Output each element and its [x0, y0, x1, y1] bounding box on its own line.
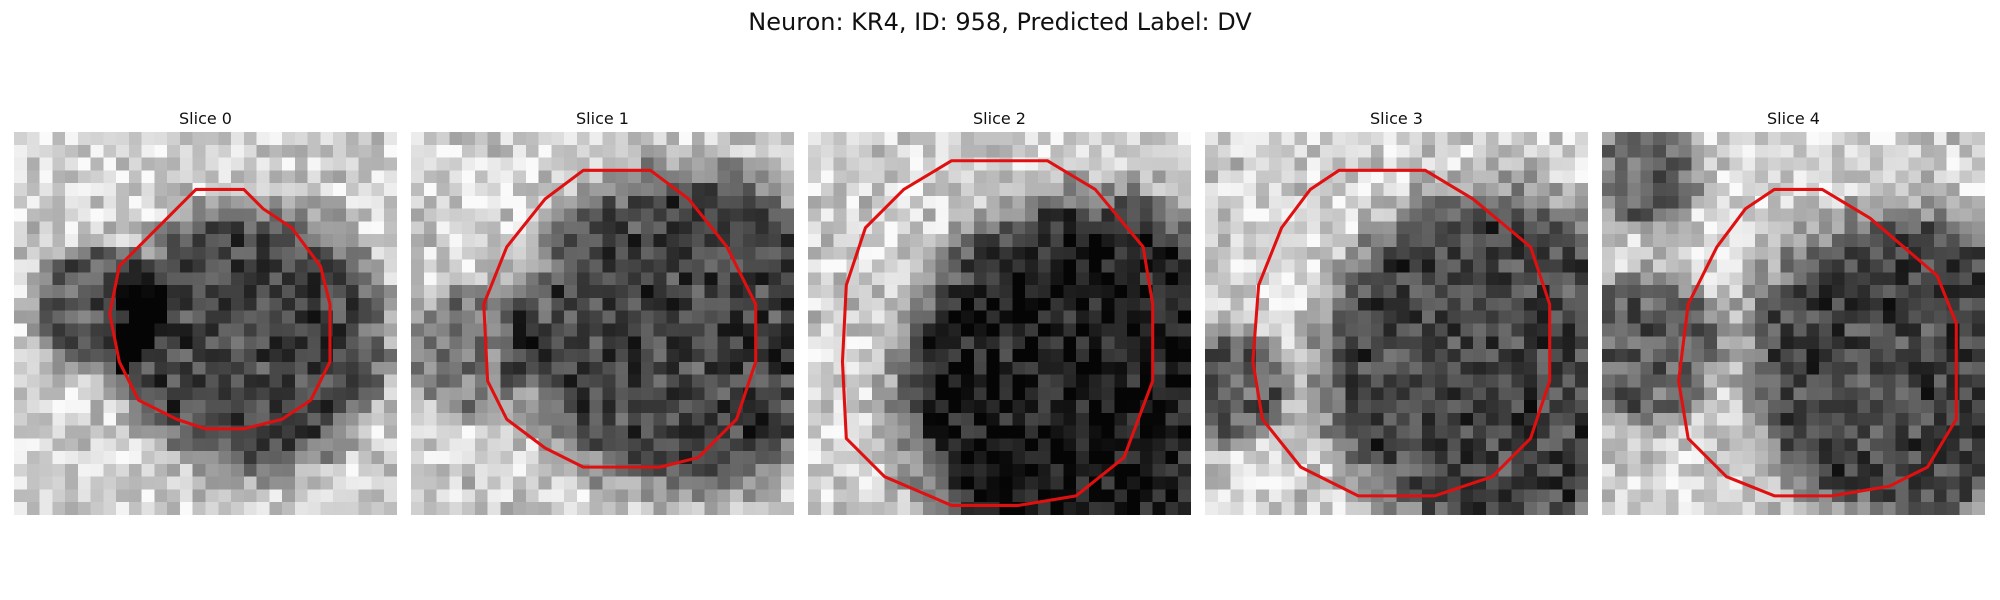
slice-title: Slice 1 — [576, 109, 629, 128]
slice-panel-1: Slice 1 — [411, 108, 794, 515]
slice-panel-2: Slice 2 — [808, 108, 1191, 515]
roi-contour — [482, 168, 758, 469]
slice-title: Slice 4 — [1767, 109, 1820, 128]
slice-image — [411, 132, 794, 515]
roi-contour — [1251, 168, 1552, 498]
slice-title: Slice 2 — [973, 109, 1026, 128]
roi-contour — [108, 187, 332, 431]
slice-panel-4: Slice 4 — [1602, 108, 1985, 515]
slice-panel-0: Slice 0 — [14, 108, 397, 515]
roi-contour-line — [1251, 168, 1552, 498]
roi-contour — [1677, 187, 1958, 498]
figure-title: Neuron: KR4, ID: 958, Predicted Label: D… — [748, 8, 1252, 36]
roi-contour-line — [1677, 187, 1958, 498]
slice-title: Slice 3 — [1370, 109, 1423, 128]
roi-contour-line — [482, 168, 758, 469]
slice-panels: Slice 0 Slice 1 Slice 2 Slice 3 Slice 4 — [14, 108, 1986, 528]
slice-image — [1205, 132, 1588, 515]
slice-panel-3: Slice 3 — [1205, 108, 1588, 515]
roi-contour — [840, 159, 1155, 507]
slice-image — [14, 132, 397, 515]
roi-contour-line — [108, 187, 332, 431]
slice-title: Slice 0 — [179, 109, 232, 128]
roi-contour-line — [840, 159, 1155, 507]
slice-image — [1602, 132, 1985, 515]
